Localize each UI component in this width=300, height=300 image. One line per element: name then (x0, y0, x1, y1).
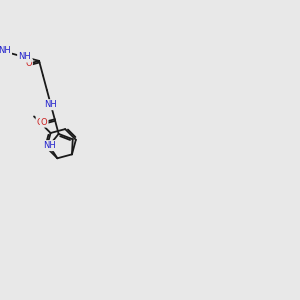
Text: NH: NH (43, 141, 56, 150)
Text: O: O (41, 118, 47, 127)
Text: NH: NH (0, 46, 11, 55)
Text: O: O (37, 118, 43, 127)
Text: NH: NH (44, 100, 57, 109)
Text: O: O (25, 59, 32, 68)
Text: NH: NH (18, 52, 31, 62)
